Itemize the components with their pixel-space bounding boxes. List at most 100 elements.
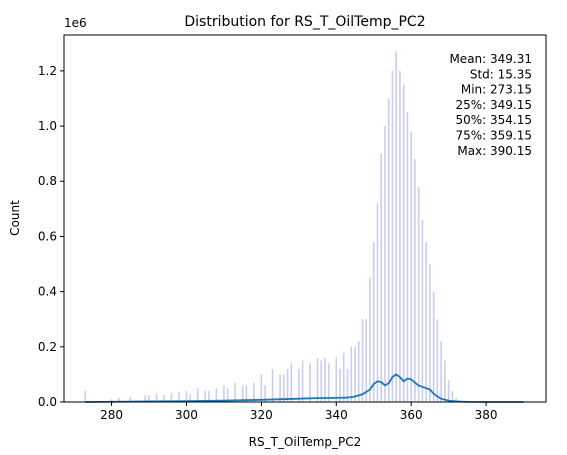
histogram-bar [144, 395, 147, 402]
histogram-bar [395, 51, 397, 403]
histogram-bar [339, 368, 341, 402]
histogram-bar [215, 388, 218, 402]
histogram-bar [110, 399, 113, 402]
histogram-bar [391, 70, 394, 403]
histogram-bar [406, 112, 409, 402]
histogram-bar [447, 379, 450, 402]
histogram-bar [417, 186, 420, 402]
histogram-bar [440, 341, 442, 402]
histogram-bar [357, 341, 360, 402]
y-tick-label: 0.2 [38, 340, 57, 354]
histogram-bar [155, 393, 158, 402]
kde-line [85, 373, 524, 403]
x-axis: 280 300 320 340 360 380 [100, 402, 498, 422]
histogram-bar [301, 360, 304, 402]
histogram-bar [365, 319, 368, 402]
stats-line: Min: 273.15 [461, 83, 532, 97]
histogram-bar [185, 390, 188, 402]
histogram-bar [204, 390, 206, 402]
y-tick-label: 0.0 [38, 395, 57, 409]
histogram-bar [241, 385, 244, 402]
histogram-bar [414, 159, 416, 402]
histogram-bar [369, 277, 371, 402]
histogram-bar [208, 390, 210, 402]
histogram-bar [320, 360, 323, 402]
x-tick-label: 280 [100, 408, 123, 422]
axes-frame [63, 34, 547, 403]
histogram-bar [316, 357, 319, 402]
histogram-bar [129, 396, 132, 402]
histogram-bar [170, 393, 173, 402]
stats-line: 50%: 354.15 [455, 113, 532, 127]
x-tick-label: 380 [475, 408, 498, 422]
histogram-bar [260, 374, 263, 402]
histogram-bar [361, 319, 364, 402]
x-tick-label: 300 [175, 408, 198, 422]
y-tick-label: 1.0 [38, 119, 57, 133]
y-tick-label: 1.2 [38, 64, 57, 78]
histogram-bar [402, 84, 405, 403]
histogram-bar [455, 397, 457, 402]
histogram-bars [84, 51, 457, 403]
histogram-bar [163, 395, 165, 402]
stats-line: 25%: 349.15 [455, 98, 532, 112]
histogram-bar [342, 352, 345, 402]
histogram-bar [376, 203, 379, 402]
histogram-bar [429, 264, 431, 402]
histogram-bar [84, 390, 87, 402]
histogram-bar [387, 98, 390, 402]
histogram-bar [290, 363, 293, 402]
histogram-bar [380, 153, 383, 402]
y-tick-label: 0.6 [38, 229, 57, 243]
histogram-bar [372, 241, 375, 402]
histogram-bar [298, 368, 300, 402]
y-tick-label: 0.8 [38, 174, 57, 188]
histogram-bar [283, 374, 285, 402]
x-axis-label: RS_T_OilTemp_PC2 [249, 435, 362, 449]
histogram-bar [425, 241, 427, 402]
x-tick-label: 320 [250, 408, 273, 422]
histogram-bar [253, 382, 255, 402]
chart-title: Distribution for RS_T_OilTemp_PC2 [184, 14, 425, 30]
histogram-bar [399, 70, 401, 403]
stats-line: Max: 390.15 [457, 144, 532, 158]
histogram-bar [324, 357, 326, 402]
histogram-bar [354, 346, 356, 402]
x-tick-label: 340 [325, 408, 348, 422]
histogram-bar [286, 368, 289, 402]
stats-line: 75%: 359.15 [455, 129, 532, 143]
histogram-bar [410, 131, 412, 402]
x-tick-label: 360 [400, 408, 423, 422]
histogram-bar [148, 395, 150, 402]
histogram-bar [279, 374, 281, 402]
stats-line: Std: 15.35 [470, 67, 532, 81]
histogram-bar [196, 388, 199, 402]
histogram-bar [118, 397, 120, 402]
histogram-bar [350, 346, 353, 402]
histogram-bar [421, 219, 424, 402]
histogram-bar [189, 393, 192, 402]
histogram-bar [346, 368, 349, 402]
histogram-bar [234, 382, 236, 402]
histogram-bar [271, 368, 274, 402]
histogram-bar [444, 360, 446, 402]
histogram-bar [264, 385, 266, 402]
y-tick-label: 0.4 [38, 285, 57, 299]
histogram-bar [432, 291, 435, 402]
histogram-bar [335, 357, 338, 402]
stats-line: Mean: 349.31 [449, 52, 532, 66]
histogram-bar [436, 319, 439, 402]
histogram-bar [223, 385, 225, 402]
y-axis-label: Count [8, 200, 22, 236]
y-axis: 0.0 0.2 0.4 0.6 0.8 1.0 1.2 [38, 64, 64, 409]
histogram-bar [178, 392, 180, 402]
histogram-bar [327, 363, 330, 402]
histogram-bar [384, 126, 386, 402]
histogram-bar [245, 385, 248, 402]
y-offset-text: 1e6 [64, 16, 87, 30]
histogram-bar [451, 390, 454, 402]
histogram-bar [226, 388, 229, 402]
histogram-bar [309, 363, 311, 402]
